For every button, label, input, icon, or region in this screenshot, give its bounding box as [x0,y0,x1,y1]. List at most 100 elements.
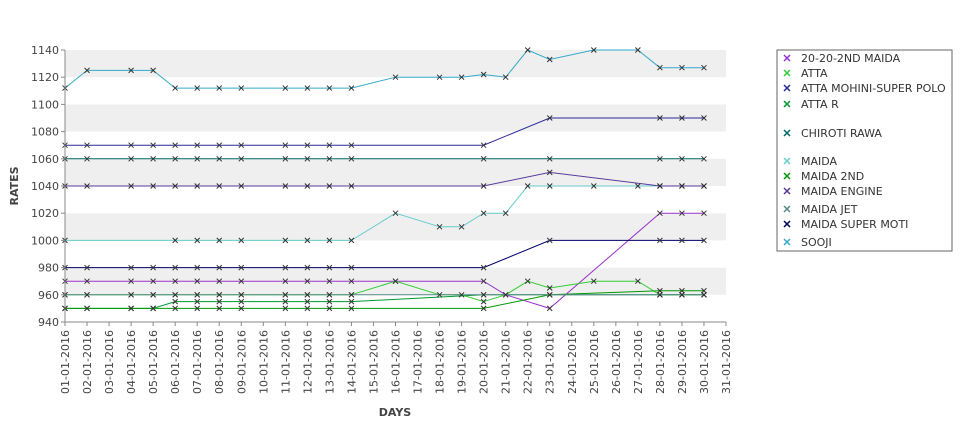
x-tick-label: 25-01-2016 [588,330,601,394]
x-tick-label: 27-01-2016 [632,330,645,394]
data-point-stroke [679,64,685,71]
data-point [172,155,179,162]
data-point-stroke [326,278,333,285]
y-tick-label: 1020 [31,207,59,220]
data-point-stroke [282,278,289,285]
data-point-stroke [458,223,465,230]
legend-label: MAIDA 2ND [801,170,864,183]
data-point [326,264,333,271]
x-axis-ticks: 01-01-2016 02-01-2016 03-01-2016 04-01-2016… [59,322,733,394]
data-point-stroke [216,155,223,162]
data-point [326,183,333,189]
legend-marker [783,157,791,165]
data-point-stroke [348,264,355,271]
data-point [304,142,311,149]
data-point-stroke [128,278,134,285]
data-point-stroke [150,67,156,74]
data-point-stroke [172,298,179,305]
data-point-stroke [128,264,134,271]
data-point [348,291,355,298]
data-point-stroke [150,183,156,189]
data-point-stroke [304,142,311,149]
data-point-stroke [635,47,641,53]
data-point-stroke [657,287,663,294]
legend-item: ATTA MOHINI-SUPER POLO [783,82,946,95]
data-point [679,287,685,294]
legend-marker [783,129,791,137]
data-point [238,305,245,312]
data-point [282,85,289,91]
data-point-stroke [348,305,355,312]
data-point-stroke [348,291,355,298]
data-point-stroke [326,155,333,162]
data-point [128,183,134,189]
data-point-stroke [282,155,289,162]
data-point [238,278,245,285]
data-point-stroke [701,115,707,121]
data-point-stroke [194,142,201,149]
data-point-stroke [194,155,201,162]
data-point [392,278,399,285]
data-point-stroke [701,291,707,298]
data-point [150,278,156,285]
legend-label: MAIDA [801,155,838,168]
x-tick-label: 30-01-2016 [698,330,711,394]
data-point [282,142,289,149]
data-point-stroke [84,142,90,149]
x-tick-label: 23-01-2016 [544,330,557,394]
data-point-stroke [216,305,223,312]
data-point [84,67,90,74]
data-point-stroke [326,142,333,149]
legend-marker [783,220,791,228]
data-point [480,264,487,271]
data-point-stroke [282,264,289,271]
data-point [348,278,355,285]
data-point [216,237,223,244]
data-point [150,67,156,74]
data-point [546,155,553,162]
data-point [304,237,311,244]
data-point-stroke [238,183,245,189]
data-point-stroke [84,183,90,189]
data-point [304,85,311,91]
data-point-stroke [282,305,289,312]
data-point [172,237,179,244]
data-point-stroke [436,291,443,298]
data-point-stroke [546,183,553,189]
data-point [657,155,663,162]
data-point-stroke [282,237,289,244]
grid-band [65,240,726,268]
data-point [238,155,245,162]
data-point-stroke [194,298,201,305]
data-point [238,298,245,305]
data-point [84,305,90,312]
y-axis-ticks: 940 960 980 1000 1020 1040 1060 1080 1100 1120 114… [31,44,65,329]
x-tick-label: 17-01-2016 [412,330,425,394]
legend-item: MAIDA SUPER MOTI [783,218,908,231]
data-point-stroke [546,237,553,244]
x-tick-label: 10-01-2016 [257,330,270,394]
x-tick-label: 04-01-2016 [125,330,138,394]
data-point [172,183,179,189]
data-point [238,85,245,91]
data-point-stroke [128,305,134,312]
data-point-stroke [679,287,685,294]
y-tick-label: 1140 [31,44,59,57]
x-tick-label: 13-01-2016 [323,330,336,394]
data-point-stroke [172,183,179,189]
data-point-stroke [172,155,179,162]
data-point [172,142,179,149]
data-point-stroke [128,142,134,149]
legend-marker [783,187,791,195]
data-point-stroke [524,278,531,285]
data-point-stroke [238,305,245,312]
grid-bands [65,50,726,322]
data-point [480,210,487,217]
data-point [326,237,333,244]
data-point [282,264,289,271]
data-point [480,183,487,189]
data-point [282,291,289,298]
data-point-stroke [304,85,311,91]
data-point-stroke [392,74,399,81]
data-point [150,264,156,271]
